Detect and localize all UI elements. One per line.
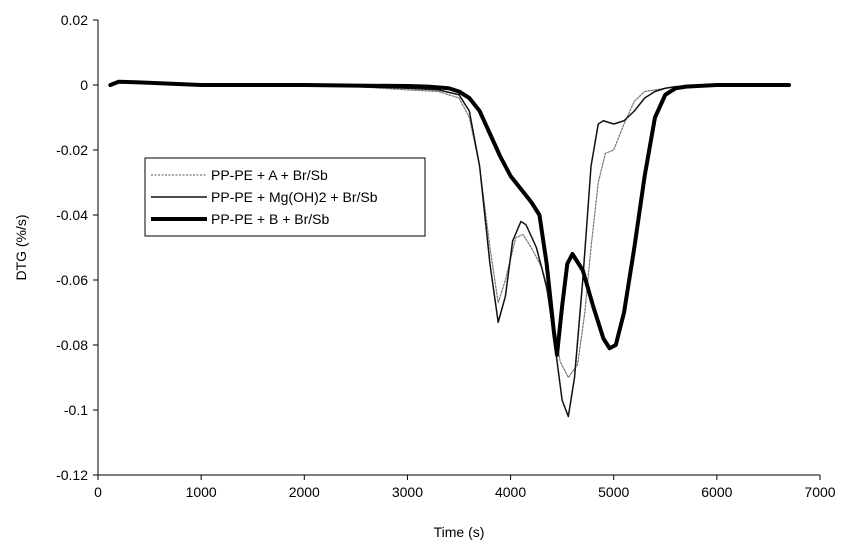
y-tick-label: 0	[80, 77, 88, 93]
x-tick-label: 7000	[804, 484, 835, 500]
axes	[97, 20, 820, 476]
x-tick-label: 3000	[392, 484, 423, 500]
series-line-2	[109, 81, 790, 418]
legend-label-1: PP-PE + A + Br/Sb	[211, 167, 328, 183]
legend-label-3: PP-PE + B + Br/Sb	[211, 211, 329, 227]
x-tick-label: 4000	[495, 484, 526, 500]
x-tick-label: 6000	[701, 484, 732, 500]
x-tick-label: 0	[94, 484, 102, 500]
y-tick-label: -0.06	[56, 272, 88, 288]
y-tick-label: -0.1	[64, 402, 88, 418]
series-line-3	[108, 79, 792, 357]
x-tick-label: 5000	[598, 484, 629, 500]
y-tick-label: -0.12	[56, 467, 88, 483]
y-ticks: 0.02 0 -0.02 -0.04 -0.06 -0.08 -0.1 -0.12	[56, 12, 98, 483]
series-layer	[108, 79, 792, 418]
y-tick-label: 0.02	[61, 12, 88, 28]
legend: PP-PE + A + Br/Sb PP-PE + Mg(OH)2 + Br/Sb…	[144, 157, 426, 237]
legend-label-2: PP-PE + Mg(OH)2 + Br/Sb	[211, 189, 378, 205]
y-tick-label: -0.08	[56, 337, 88, 353]
y-tick-label: -0.02	[56, 142, 88, 158]
x-tick-label: 1000	[186, 484, 217, 500]
x-ticks: 0 1000 2000 3000 4000 5000 6000 7000	[94, 475, 836, 500]
y-axis-title: DTG (%/s)	[13, 214, 29, 280]
x-tick-label: 2000	[289, 484, 320, 500]
x-axis-title: Time (s)	[434, 524, 485, 540]
y-tick-label: -0.04	[56, 207, 88, 223]
